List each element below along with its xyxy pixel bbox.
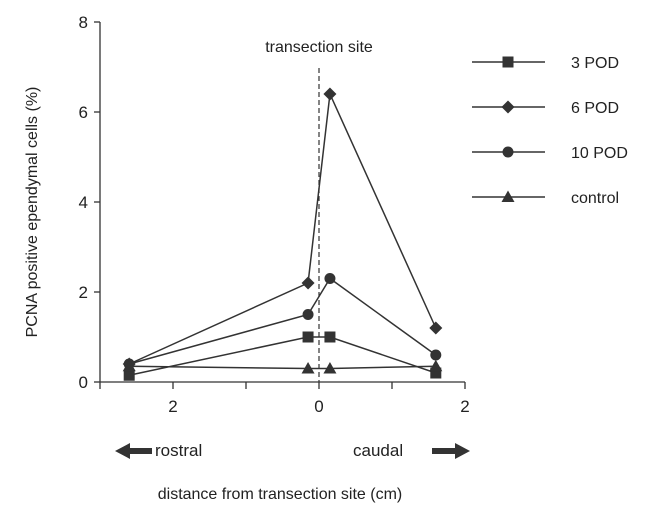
series-lines — [128, 91, 437, 376]
data-point-3-pod — [302, 331, 314, 343]
legend-marker-control — [501, 190, 515, 202]
data-point-3-pod — [123, 369, 135, 381]
y-ticks: 0 2 4 6 8 — [79, 13, 100, 392]
rostral-label: rostral — [155, 441, 202, 460]
data-point-3-pod — [324, 331, 336, 343]
data-point-6-pod — [323, 87, 337, 101]
y-tick-label: 0 — [79, 373, 88, 392]
data-point-control — [301, 362, 315, 374]
transection-label: transection site — [265, 39, 373, 56]
data-point-control — [323, 362, 337, 374]
data-point-6-pod — [429, 321, 443, 335]
legend-label-3-pod: 3 POD — [571, 55, 619, 72]
legend-marker-6-pod — [501, 100, 515, 114]
legend-label-10-pod: 10 POD — [571, 145, 628, 162]
data-point-3-pod — [430, 367, 442, 379]
y-axis-title: PCNA positive ependymal cells (%) — [24, 87, 41, 338]
direction-indicators: rostral caudal — [115, 441, 470, 460]
legend-marker-3-pod — [502, 56, 514, 68]
legend-marker-10-pod — [502, 146, 514, 158]
y-tick-label: 6 — [79, 103, 88, 122]
axes — [99, 22, 465, 383]
data-point-control — [122, 359, 136, 372]
data-point-6-pod — [301, 276, 315, 290]
legend-label-6-pod: 6 POD — [571, 100, 619, 117]
left-arrow-icon — [115, 443, 152, 459]
legend: 3 POD 6 POD 10 POD control — [472, 55, 628, 207]
data-point-control — [429, 359, 443, 372]
y-tick-label: 4 — [79, 193, 88, 212]
data-point-10-pod — [324, 273, 336, 284]
series-line-10-pod — [128, 277, 437, 365]
x-tick-label: 2 — [460, 397, 469, 416]
x-tick-label: 2 — [168, 397, 177, 416]
y-tick-label: 2 — [79, 283, 88, 302]
y-tick-label: 8 — [79, 13, 88, 32]
series-line-3-pod — [129, 336, 437, 376]
data-point-10-pod — [302, 309, 314, 320]
caudal-label: caudal — [353, 441, 403, 460]
x-ticks: 2 0 2 — [99, 382, 470, 416]
series-line-control — [129, 365, 436, 370]
series-line-6-pod — [128, 91, 437, 365]
x-axis-title: distance from transection site (cm) — [158, 486, 403, 503]
legend-label-control: control — [571, 190, 619, 207]
series-markers — [122, 87, 443, 381]
right-arrow-icon — [432, 443, 470, 459]
x-tick-label: 0 — [314, 397, 323, 416]
data-point-10-pod — [430, 349, 442, 361]
